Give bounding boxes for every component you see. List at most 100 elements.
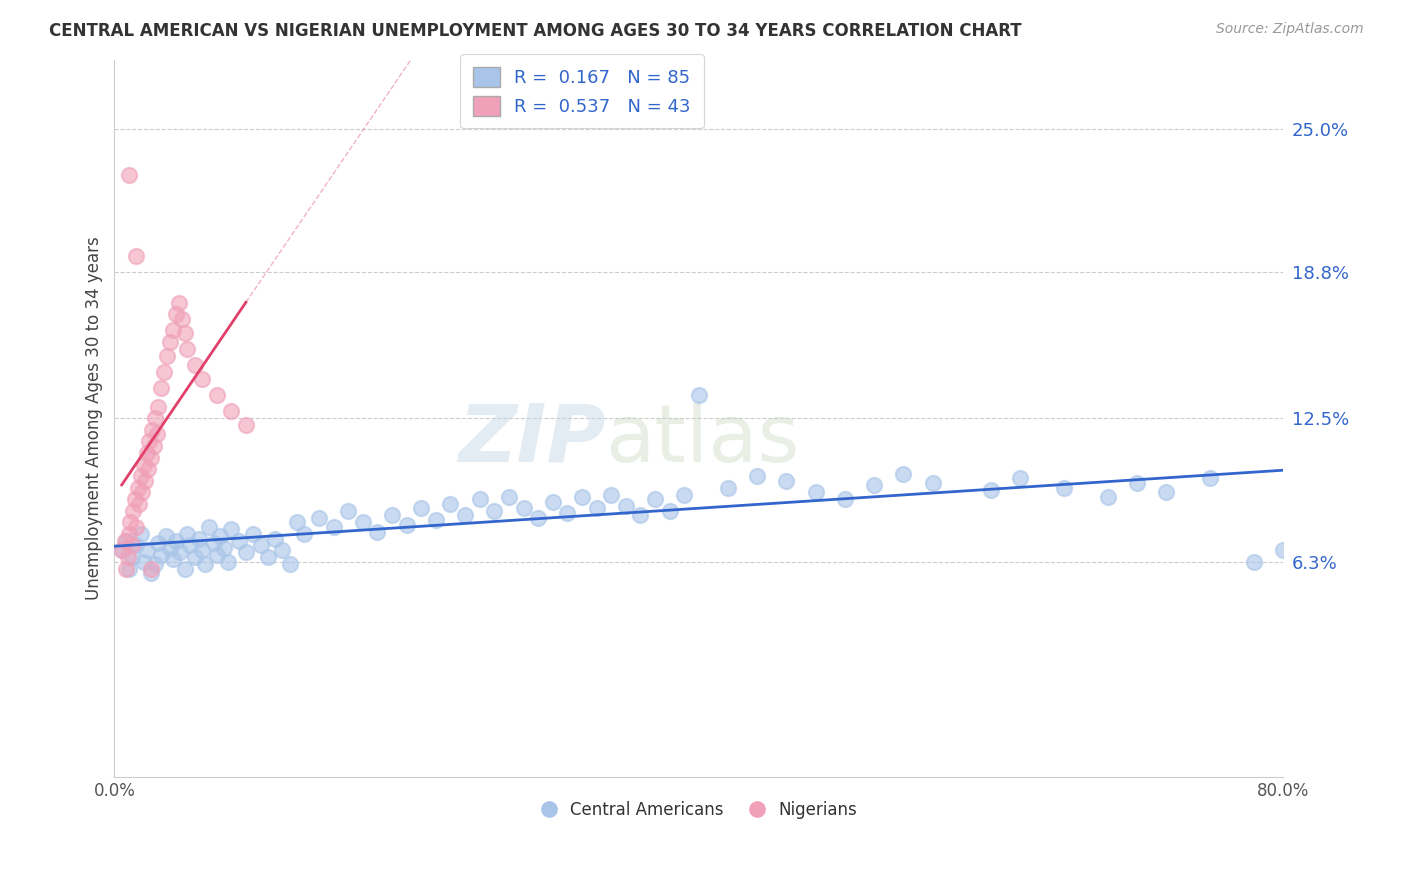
Point — [170, 311, 193, 326]
Point — [1199, 471, 1222, 485]
Point — [352, 516, 374, 530]
Point — [1097, 490, 1119, 504]
Point — [921, 476, 943, 491]
Point — [136, 462, 159, 476]
Point — [191, 543, 214, 558]
Point — [176, 527, 198, 541]
Point — [118, 561, 141, 575]
Point — [1053, 481, 1076, 495]
Point — [256, 550, 278, 565]
Point — [235, 545, 257, 559]
Point — [747, 469, 769, 483]
Point — [688, 388, 710, 402]
Point — [775, 474, 797, 488]
Point — [162, 323, 184, 337]
Point — [614, 499, 637, 513]
Point — [411, 501, 433, 516]
Point — [221, 522, 243, 536]
Point — [135, 543, 157, 558]
Point — [980, 483, 1002, 497]
Point — [395, 517, 418, 532]
Text: atlas: atlas — [606, 401, 800, 479]
Text: Source: ZipAtlas.com: Source: ZipAtlas.com — [1216, 22, 1364, 37]
Point — [834, 492, 856, 507]
Point — [118, 169, 141, 183]
Point — [139, 450, 162, 465]
Point — [1272, 543, 1295, 558]
Point — [893, 467, 915, 481]
Point — [156, 349, 179, 363]
Point — [1243, 555, 1265, 569]
Point — [600, 487, 623, 501]
Point — [121, 550, 143, 565]
Point — [285, 516, 308, 530]
Point — [125, 249, 148, 263]
Point — [134, 474, 156, 488]
Point — [143, 411, 166, 425]
Point — [132, 555, 155, 569]
Point — [194, 557, 217, 571]
Point — [717, 481, 740, 495]
Point — [111, 543, 134, 558]
Point — [121, 539, 143, 553]
Point — [425, 513, 447, 527]
Point — [142, 439, 165, 453]
Point — [308, 510, 330, 524]
Point — [205, 388, 228, 402]
Point — [162, 552, 184, 566]
Point — [125, 520, 148, 534]
Point — [118, 527, 141, 541]
Point — [198, 520, 221, 534]
Point — [381, 508, 404, 523]
Point — [132, 458, 155, 472]
Text: CENTRAL AMERICAN VS NIGERIAN UNEMPLOYMENT AMONG AGES 30 TO 34 YEARS CORRELATION : CENTRAL AMERICAN VS NIGERIAN UNEMPLOYMEN… — [49, 22, 1022, 40]
Point — [228, 533, 250, 548]
Point — [191, 372, 214, 386]
Point — [1156, 485, 1178, 500]
Legend: Central Americans, Nigerians: Central Americans, Nigerians — [533, 795, 865, 826]
Point — [242, 527, 264, 541]
Point — [644, 492, 666, 507]
Point — [124, 492, 146, 507]
Point — [212, 541, 235, 555]
Point — [527, 510, 550, 524]
Point — [173, 561, 195, 575]
Point — [150, 381, 173, 395]
Point — [1126, 476, 1149, 491]
Text: ZIP: ZIP — [458, 401, 606, 479]
Point — [217, 555, 239, 569]
Point — [143, 557, 166, 571]
Point — [138, 434, 160, 449]
Point — [135, 446, 157, 460]
Point — [322, 520, 344, 534]
Point — [139, 566, 162, 581]
Point — [179, 539, 201, 553]
Point — [176, 342, 198, 356]
Point — [292, 527, 315, 541]
Point — [127, 481, 149, 495]
Point — [117, 550, 139, 565]
Point — [205, 548, 228, 562]
Point — [498, 490, 520, 504]
Point — [146, 427, 169, 442]
Point — [159, 334, 181, 349]
Point — [541, 494, 564, 508]
Point — [129, 469, 152, 483]
Point — [235, 418, 257, 433]
Point — [454, 508, 477, 523]
Point — [1010, 471, 1032, 485]
Point — [557, 506, 579, 520]
Point — [484, 504, 506, 518]
Point — [167, 295, 190, 310]
Point — [439, 497, 461, 511]
Point — [120, 516, 142, 530]
Point — [115, 533, 138, 548]
Point — [148, 536, 170, 550]
Point — [188, 532, 211, 546]
Point — [804, 485, 827, 500]
Point — [571, 490, 593, 504]
Point — [658, 504, 681, 518]
Point — [468, 492, 491, 507]
Point — [150, 548, 173, 562]
Point — [153, 365, 176, 379]
